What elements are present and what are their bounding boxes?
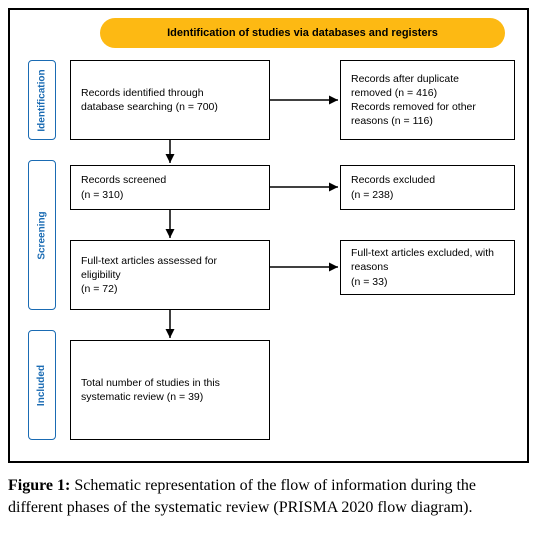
stage-identification-label: Identification <box>37 69 48 131</box>
stage-identification: Identification <box>28 60 56 140</box>
box-text: (n = 72) <box>81 282 259 296</box>
box-text: (n = 33) <box>351 275 504 289</box>
header-title: Identification of studies via databases … <box>167 27 438 39</box>
header-bar: Identification of studies via databases … <box>100 18 505 48</box>
box-fulltext-assessed: Full-text articles assessed for eligibil… <box>70 240 270 310</box>
box-text: Full-text articles excluded, with <box>351 246 504 260</box>
box-text: (n = 238) <box>351 188 504 202</box>
box-text: removed (n = 416) <box>351 86 504 100</box>
stage-included: Included <box>28 330 56 440</box>
caption-text: Schematic representation of the flow of … <box>8 477 476 516</box>
box-text: Records after duplicate <box>351 72 504 86</box>
box-text: reasons <box>351 260 504 274</box>
box-text: database searching (n = 700) <box>81 100 259 114</box>
box-text: Records identified through <box>81 86 259 100</box>
stage-included-label: Included <box>37 364 48 405</box>
box-text: Records removed for other <box>351 100 504 114</box>
box-text: Full-text articles assessed for <box>81 254 259 268</box>
box-fulltext-excluded: Full-text articles excluded, with reason… <box>340 240 515 295</box>
box-duplicates-removed: Records after duplicate removed (n = 416… <box>340 60 515 140</box>
diagram-frame: Identification of studies via databases … <box>8 8 529 463</box>
box-records-excluded: Records excluded (n = 238) <box>340 165 515 210</box>
stage-screening-label: Screening <box>37 211 48 259</box>
box-text: systematic review (n = 39) <box>81 390 259 404</box>
box-text: Records screened <box>81 173 259 187</box>
box-text: eligibility <box>81 268 259 282</box>
box-text: Records excluded <box>351 173 504 187</box>
box-records-screened: Records screened (n = 310) <box>70 165 270 210</box>
box-text: Total number of studies in this <box>81 376 259 390</box>
figure-caption: Figure 1: Schematic representation of th… <box>8 475 528 520</box>
box-records-identified: Records identified through database sear… <box>70 60 270 140</box>
box-text: (n = 310) <box>81 188 259 202</box>
box-text: reasons (n = 116) <box>351 114 504 128</box>
caption-label: Figure 1: <box>8 477 70 494</box>
stage-screening: Screening <box>28 160 56 310</box>
box-total-included: Total number of studies in this systemat… <box>70 340 270 440</box>
